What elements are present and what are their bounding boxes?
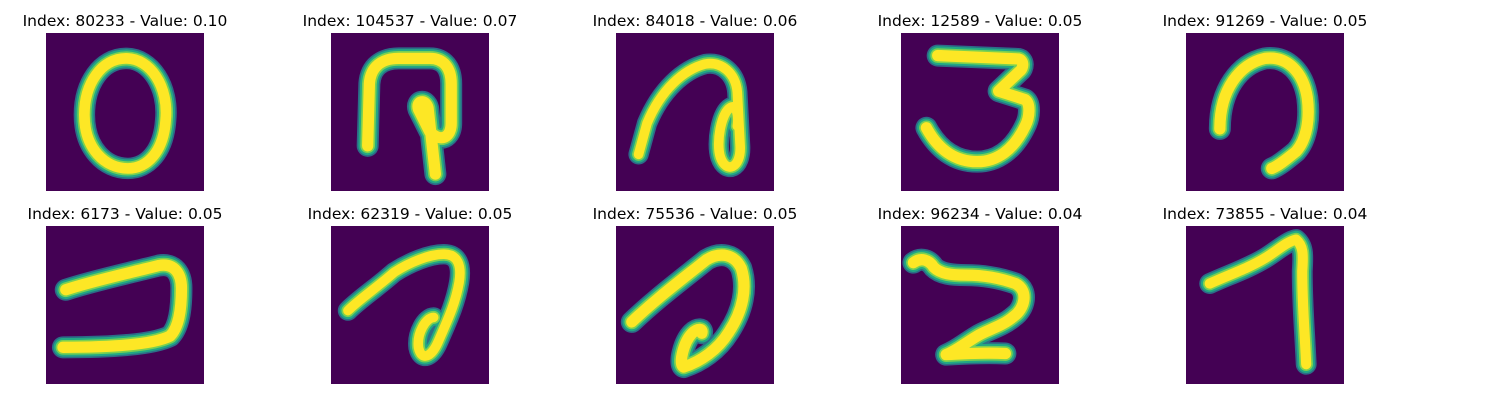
- digit-stroke: [73, 47, 177, 180]
- image-panel: Index: 12589 - Value: 0.05: [855, 12, 1105, 202]
- handwritten-seven-icon: [1186, 226, 1344, 384]
- digit-stroke: [337, 244, 471, 367]
- image-panel: Index: 62319 - Value: 0.05: [285, 205, 535, 395]
- handwritten-hook-icon: [46, 226, 204, 384]
- panel-title: Index: 80233 - Value: 0.10: [22, 12, 228, 30]
- panel-title: Index: 104537 - Value: 0.07: [302, 12, 518, 30]
- handwritten-zero-icon: [46, 33, 204, 191]
- digit-stroke: [628, 53, 751, 177]
- digit-stroke: [915, 44, 1040, 173]
- handwritten-loop-tail-icon: [331, 226, 489, 384]
- image-panel: Index: 80233 - Value: 0.10: [0, 12, 250, 202]
- handwritten-slanted-arch-icon: [616, 226, 774, 384]
- handwritten-slanted-loop-icon: [616, 33, 774, 191]
- image-panel: Index: 73855 - Value: 0.04: [1140, 205, 1390, 395]
- image-panel: Index: 75536 - Value: 0.05: [570, 205, 820, 395]
- digit-stroke: [356, 47, 463, 186]
- handwritten-arch-icon: [1186, 33, 1344, 191]
- panel-title: Index: 96234 - Value: 0.04: [877, 205, 1083, 223]
- digit-stroke: [902, 248, 1035, 366]
- image-panel: Index: 6173 - Value: 0.05: [0, 205, 250, 395]
- panel-title: Index: 91269 - Value: 0.05: [1162, 12, 1368, 30]
- image-panel: Index: 96234 - Value: 0.04: [855, 205, 1105, 395]
- panel-title: Index: 6173 - Value: 0.05: [27, 205, 223, 223]
- image-panel: Index: 104537 - Value: 0.07: [285, 12, 535, 202]
- panel-title: Index: 84018 - Value: 0.06: [592, 12, 798, 30]
- digit-stroke: [1208, 47, 1320, 180]
- handwritten-z-shape-icon: [901, 226, 1059, 384]
- digit-stroke: [1199, 229, 1317, 375]
- image-panel: Index: 84018 - Value: 0.06: [570, 12, 820, 202]
- digit-stroke: [51, 254, 193, 359]
- panel-title: Index: 75536 - Value: 0.05: [592, 205, 798, 223]
- panel-title: Index: 62319 - Value: 0.05: [307, 205, 513, 223]
- handwritten-three-icon: [901, 33, 1059, 191]
- image-panel: Index: 91269 - Value: 0.05: [1140, 12, 1390, 202]
- digit-stroke: [620, 244, 755, 379]
- handwritten-loop-stem-icon: [331, 33, 489, 191]
- panel-title: Index: 73855 - Value: 0.04: [1162, 205, 1368, 223]
- panel-title: Index: 12589 - Value: 0.05: [877, 12, 1083, 30]
